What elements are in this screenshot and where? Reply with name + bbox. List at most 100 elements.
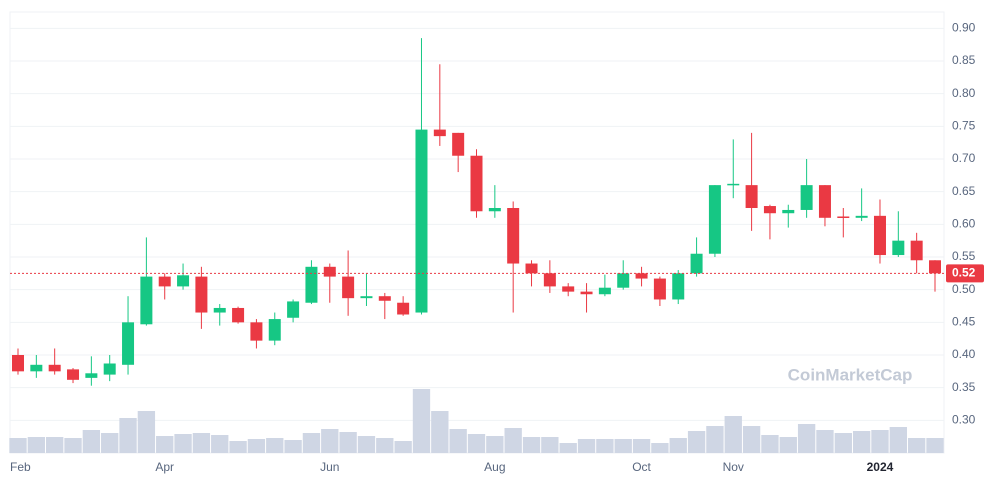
candle-body	[635, 273, 648, 279]
candle-body	[708, 185, 721, 254]
volume-bar	[852, 431, 871, 453]
candle-body	[140, 276, 153, 325]
candle-body	[727, 183, 740, 186]
volume-bar	[889, 427, 907, 453]
candle-body	[232, 307, 245, 323]
candle-body	[580, 291, 593, 295]
x-tick-label: Aug	[484, 460, 505, 474]
y-tick-label: 0.90	[952, 21, 976, 35]
candle-body	[800, 185, 813, 210]
volume-bar	[742, 426, 761, 453]
x-tick-label: Feb	[10, 460, 31, 474]
x-tick-label: Nov	[723, 460, 744, 474]
volume-bar	[541, 437, 559, 453]
candle-body	[287, 301, 300, 318]
candle-body	[892, 240, 905, 256]
volume-bar	[431, 411, 449, 453]
y-tick-label: 0.45	[952, 315, 976, 329]
candle-body	[488, 208, 501, 212]
candle-body	[177, 275, 190, 287]
candle-body	[305, 266, 318, 303]
candle-body	[67, 369, 80, 380]
y-tick-label: 0.85	[952, 53, 976, 67]
volume-bar	[192, 433, 211, 453]
volume-bar	[486, 436, 504, 453]
volume-bar	[834, 433, 852, 453]
volume-bar	[339, 432, 357, 453]
volume-bar	[596, 439, 614, 453]
candle-body	[268, 319, 281, 341]
volume-bar	[724, 416, 742, 453]
volume-bar	[211, 435, 229, 453]
y-tick-label: 0.55	[952, 249, 976, 263]
candle-body	[672, 273, 685, 300]
x-tick-label: Apr	[155, 460, 174, 474]
volume-bar	[871, 430, 889, 453]
y-tick-label: 0.70	[952, 151, 976, 165]
y-tick-label: 0.65	[952, 184, 976, 198]
volume-bar	[779, 437, 797, 453]
candle-body	[12, 355, 24, 372]
candle-body	[158, 276, 171, 287]
candle-body	[910, 240, 923, 261]
candle-body	[48, 364, 61, 372]
candle-body	[360, 296, 373, 299]
volume-bar	[522, 437, 541, 453]
volume-bar	[156, 436, 174, 453]
volume-bar	[412, 389, 431, 453]
candle-body	[250, 322, 263, 341]
y-tick-label: 0.60	[952, 217, 976, 231]
y-tick-label: 0.50	[952, 282, 976, 296]
volume-bar	[64, 438, 82, 453]
volume-bar	[504, 428, 522, 453]
volume-bar	[321, 429, 339, 453]
volume-bar	[669, 438, 687, 453]
y-tick-label: 0.40	[952, 347, 976, 361]
volume-bar	[266, 438, 284, 453]
volume-bar	[651, 443, 669, 453]
candle-body	[873, 215, 886, 256]
volume-bar	[119, 418, 137, 453]
candle-body	[378, 296, 391, 301]
candle-body	[525, 263, 538, 274]
y-tick-label: 0.35	[952, 380, 976, 394]
candle-body	[195, 276, 208, 313]
y-tick-label: 0.75	[952, 119, 976, 133]
candle-body	[342, 276, 355, 299]
volume-bar	[632, 439, 651, 453]
candle-body	[397, 302, 410, 315]
volume-bar	[357, 436, 376, 453]
volume-bar	[247, 439, 266, 453]
volume-bar	[376, 438, 394, 453]
volume-bar	[9, 438, 27, 453]
volume-bar	[614, 439, 632, 453]
volume-bar	[302, 433, 321, 453]
candle-body	[433, 129, 446, 137]
volume-bar	[229, 441, 247, 453]
candle-body	[562, 286, 575, 292]
candle-body	[213, 307, 226, 313]
volume-bar	[101, 433, 119, 453]
candle-body	[323, 266, 336, 277]
candle-body	[929, 260, 941, 274]
volume-bar	[284, 440, 302, 453]
current-price-label: 0.52	[952, 266, 976, 280]
current-price-box	[946, 264, 984, 283]
volume-bar	[394, 441, 412, 453]
candle-body	[782, 209, 795, 214]
volume-bar	[174, 434, 192, 453]
watermark: CoinMarketCap	[788, 365, 913, 384]
volume-bar	[137, 411, 156, 453]
candle-body	[543, 273, 556, 287]
candle-body	[818, 185, 831, 218]
candle-body	[837, 216, 850, 218]
candle-body	[507, 208, 520, 264]
volume-bar	[449, 429, 467, 453]
volume-bar	[816, 430, 834, 453]
candle-body	[415, 129, 428, 313]
volume-bar	[27, 437, 46, 453]
volume-bar	[797, 424, 816, 453]
volume-bar	[761, 435, 779, 453]
